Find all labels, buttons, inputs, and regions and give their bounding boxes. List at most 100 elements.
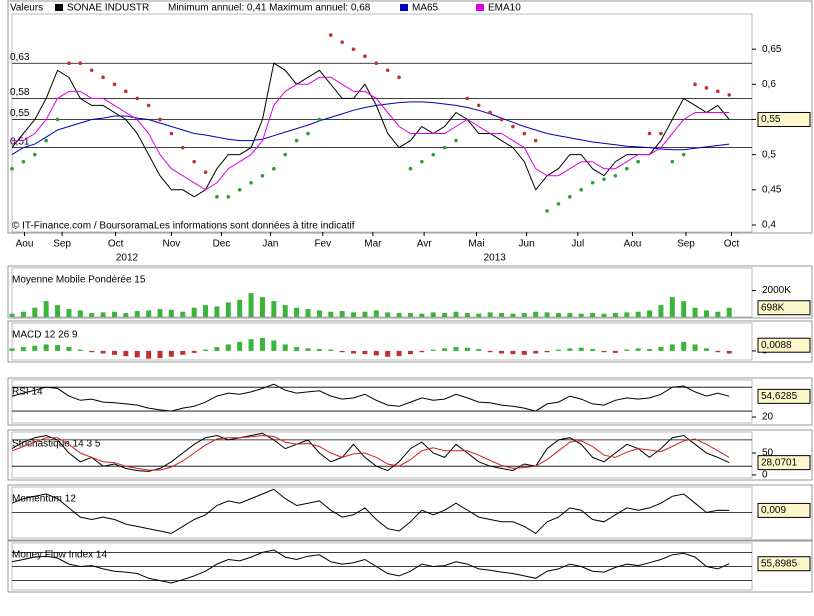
sar-dot: [693, 82, 697, 87]
bar: [328, 349, 334, 351]
bar: [100, 312, 106, 317]
bar: [407, 350, 413, 355]
last-value-box: [757, 388, 811, 404]
bar: [726, 307, 732, 317]
bar: [9, 313, 15, 317]
last-value-label: 0,009: [761, 505, 786, 516]
sar-dot: [203, 170, 208, 175]
bar: [578, 347, 584, 351]
x-tick-label: Dec: [213, 239, 231, 250]
sar-dot: [78, 61, 83, 66]
bar: [248, 339, 254, 351]
bar: [134, 350, 140, 358]
sar-dot: [180, 145, 185, 150]
sar-dot: [44, 138, 48, 143]
sar-dot: [215, 195, 219, 199]
y-tick-label: 0: [762, 470, 768, 481]
sar-dot: [272, 166, 276, 171]
bar: [624, 312, 630, 317]
bar: [271, 340, 277, 351]
last-value-label: 698K: [761, 302, 785, 313]
sar-dot: [385, 68, 390, 73]
sar-dot: [283, 152, 288, 157]
bar: [601, 350, 607, 353]
bar: [191, 350, 197, 353]
bar: [111, 350, 117, 355]
y-tick-label: 0,6: [762, 79, 776, 90]
bar: [715, 311, 721, 317]
bar: [464, 313, 470, 317]
bar: [362, 350, 368, 355]
x-tick-label: Aou: [624, 239, 642, 250]
x-tick-label: Fev: [314, 239, 331, 250]
sar-dot: [647, 131, 652, 136]
panel-title: MACD 12 26 9: [12, 330, 78, 341]
sar-dot: [590, 180, 595, 185]
bar: [294, 307, 300, 317]
last-value-box: [757, 337, 811, 353]
panel-title: Money Flow Index 14: [12, 550, 107, 561]
bar: [396, 313, 402, 317]
panel-frame: [7, 377, 813, 426]
bar: [635, 348, 641, 351]
plot-frame: [11, 267, 753, 318]
sar-dot: [124, 89, 128, 94]
bar: [544, 312, 550, 317]
bar: [339, 350, 345, 353]
panel-title: Moyenne Mobile Pondérée 15: [12, 275, 146, 286]
bar: [123, 313, 129, 317]
bar: [20, 347, 26, 351]
bar: [66, 347, 72, 351]
bar: [316, 348, 322, 351]
bar: [521, 350, 527, 355]
x-tick-label: Jun: [519, 239, 535, 250]
bar: [499, 350, 505, 354]
bar: [259, 297, 265, 317]
level-label: 0,63: [10, 52, 30, 63]
bar: [419, 313, 425, 317]
panel-title: Stochastique 14 3 5: [12, 439, 101, 450]
sar-dot: [408, 166, 413, 171]
legend-label: EMA10: [488, 3, 521, 14]
bar: [111, 311, 117, 317]
last-value-box: [757, 502, 811, 518]
bar: [271, 301, 277, 317]
sar-dot: [55, 117, 60, 122]
series-line: [11, 432, 730, 472]
bar: [669, 344, 675, 351]
bar: [726, 350, 732, 354]
bar: [715, 350, 721, 353]
bar: [9, 348, 15, 351]
bar: [407, 313, 413, 317]
bar: [180, 311, 186, 317]
sar-dot: [294, 138, 299, 143]
x-tick-label: Jan: [262, 239, 278, 250]
y-tick-label: 0,45: [762, 184, 782, 195]
bar: [476, 348, 482, 351]
bar: [373, 350, 379, 356]
bar: [248, 293, 254, 317]
bar: [555, 313, 561, 317]
range-text: Minimum annuel: 0,41 Maximum annuel: 0,6…: [168, 3, 371, 14]
last-value-box: [757, 556, 811, 572]
sar-dot: [716, 89, 720, 94]
sar-dot: [522, 131, 527, 136]
bar: [339, 311, 345, 317]
bar: [635, 311, 641, 317]
bar: [32, 345, 38, 351]
plot-frame: [11, 379, 753, 424]
bar: [692, 344, 698, 351]
sar-dot: [146, 103, 151, 108]
sar-dot: [727, 93, 732, 97]
x-tick-label: Nov: [162, 239, 180, 250]
bar: [203, 349, 209, 351]
level-label: 0,58: [10, 87, 30, 98]
bar: [134, 311, 140, 317]
bar: [669, 297, 675, 317]
sar-dot: [260, 173, 265, 178]
sar-dot: [568, 195, 572, 199]
legend-label: SONAE INDUSTR: [67, 3, 149, 14]
last-value-box: [757, 300, 811, 316]
sar-dot: [226, 195, 231, 199]
sar-dot: [499, 117, 504, 122]
